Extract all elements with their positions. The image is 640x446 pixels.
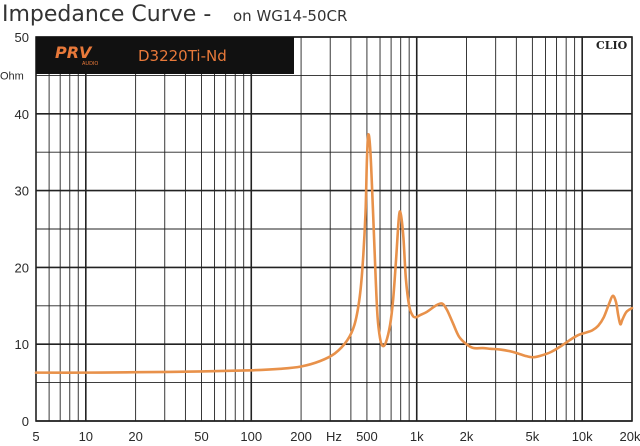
brand-badge: PRV AUDIO D3220Ti-Nd <box>36 37 294 74</box>
y-axis-unit: Ohm <box>0 70 24 82</box>
brand-badge-background <box>36 37 294 74</box>
x-tick-label: 500 <box>356 429 378 444</box>
brand-logo: PRV <box>55 43 93 62</box>
model-label: D3220Ti-Nd <box>138 47 227 65</box>
x-tick-label: 5k <box>526 429 540 444</box>
x-axis-unit: Hz <box>326 429 342 444</box>
x-tick-label: 200 <box>290 429 312 444</box>
y-tick-label: 0 <box>22 414 29 429</box>
x-tick-label: 2k <box>460 429 474 444</box>
y-tick-label: 20 <box>15 260 29 275</box>
x-tick-label: 50 <box>194 429 208 444</box>
x-tick-label: 10k <box>572 429 593 444</box>
plot-frame <box>35 36 633 422</box>
x-tick-label: 5 <box>32 429 39 444</box>
y-tick-label: 40 <box>15 107 29 122</box>
x-tick-label: 10 <box>79 429 93 444</box>
plot-area: 0 10 20 30 40 50 Ohm 5 10 20 50 100 200 500 1k 2k 5k 10k 2… <box>0 30 640 444</box>
y-tick-label: 10 <box>15 337 29 352</box>
x-tick-label: 1k <box>410 429 424 444</box>
chart-title: Impedance Curve - <box>2 2 211 27</box>
clio-watermark: CLIO <box>596 39 628 52</box>
chart-subtitle: on WG14-50CR <box>233 7 347 25</box>
x-tick-label: 20k <box>620 429 640 444</box>
y-tick-label: 50 <box>15 30 29 45</box>
x-tick-label: 100 <box>240 429 262 444</box>
impedance-curve-line <box>34 133 634 374</box>
x-tick-label: 20 <box>128 429 142 444</box>
y-tick-label: 30 <box>15 184 29 199</box>
brand-logo-sub: AUDIO <box>82 61 98 67</box>
